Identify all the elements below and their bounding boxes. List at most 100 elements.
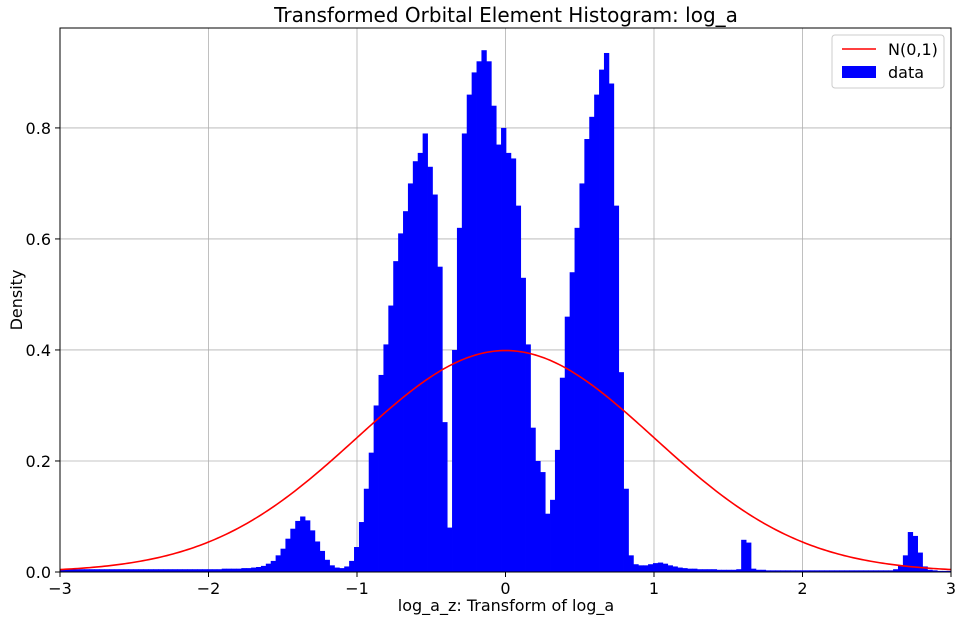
histogram-bar	[226, 568, 232, 572]
histogram-bar	[545, 513, 551, 572]
histogram-bar	[216, 569, 223, 572]
histogram-bar	[564, 316, 571, 572]
histogram-bar	[496, 144, 502, 573]
histogram-bar	[412, 161, 419, 572]
histogram-bar	[167, 569, 174, 572]
histogram-bar	[584, 139, 590, 573]
histogram-bar	[427, 166, 433, 572]
x-tick-label: 0	[500, 579, 510, 598]
chart-title: Transformed Orbital Element Histogram: l…	[273, 3, 738, 27]
histogram-bar	[652, 563, 659, 572]
histogram-bar	[113, 569, 120, 572]
legend-label-data: data	[888, 63, 924, 82]
histogram-bar	[755, 569, 762, 572]
histogram-bar	[64, 569, 71, 572]
histogram-bar	[799, 570, 806, 572]
histogram-bar	[692, 568, 698, 572]
histogram-bar	[946, 570, 952, 572]
x-axis-ticks: −3 −2 −1 0 1 2 3	[48, 572, 956, 598]
histogram-bar	[422, 133, 428, 572]
histogram-bar	[937, 570, 943, 572]
normal-pdf-line	[59, 349, 952, 571]
histogram-bar	[550, 499, 556, 572]
histogram-bar	[804, 570, 811, 572]
histogram-bar	[912, 535, 918, 572]
histogram-bar	[481, 50, 487, 572]
histogram-bar	[314, 541, 321, 572]
histogram-bar	[60, 569, 66, 572]
histogram-bar	[721, 569, 727, 572]
histogram-bar	[893, 569, 899, 572]
histogram-bar	[731, 569, 737, 572]
histogram-bar	[613, 205, 620, 572]
y-axis-ticks: 0.0 0.2 0.4 0.6 0.8	[26, 119, 60, 582]
histogram-bar	[118, 569, 125, 572]
histogram-bar	[407, 183, 414, 572]
histogram-bar	[486, 61, 492, 572]
histogram-bar	[143, 569, 149, 572]
histogram-bar	[873, 570, 879, 572]
legend: N(0,1) data	[831, 34, 945, 89]
histogram-bar	[638, 565, 644, 572]
histogram-bar	[765, 570, 771, 572]
histogram-bar	[138, 569, 144, 572]
histogram-bar	[393, 261, 399, 572]
histogram-bar	[922, 566, 928, 572]
histogram-bar	[667, 565, 673, 572]
histogram-bar	[716, 569, 722, 572]
histogram-bar	[530, 427, 536, 572]
x-tick-label: −2	[197, 579, 221, 598]
histogram-bar	[491, 105, 497, 572]
histogram-bar	[726, 569, 732, 572]
histogram-bar	[172, 569, 179, 572]
histogram-bar	[354, 547, 360, 572]
histogram-bar	[540, 472, 546, 572]
histogram-bar	[123, 569, 130, 572]
histogram-bar	[657, 562, 664, 572]
histogram-bar	[701, 569, 708, 572]
histogram-bar	[677, 567, 683, 572]
histogram-bar	[554, 449, 561, 572]
y-tick-label: 0.0	[26, 563, 51, 582]
histogram-bar	[202, 569, 208, 572]
histogram-bar	[844, 570, 850, 572]
histogram-bar	[618, 372, 624, 572]
histogram-bar	[746, 542, 752, 572]
histogram-bar	[329, 565, 335, 572]
histogram-bar	[432, 194, 438, 572]
histogram-bar	[574, 227, 580, 572]
histogram-bar	[363, 488, 370, 572]
histogram-bar	[456, 227, 463, 572]
histogram-bar	[104, 569, 110, 572]
histogram-bar	[687, 568, 693, 572]
histogram-bar	[358, 522, 365, 572]
histogram-bar	[711, 569, 718, 572]
histogram-bar	[256, 567, 262, 572]
histogram-bar	[192, 569, 198, 572]
histogram-bar	[324, 559, 330, 572]
histogram-bar	[608, 83, 615, 573]
y-tick-label: 0.4	[26, 341, 51, 360]
histogram-bar	[74, 569, 81, 572]
histogram-bar	[378, 374, 384, 572]
histogram-bar	[207, 569, 213, 572]
histogram-bar	[148, 569, 154, 572]
histogram-bar	[697, 569, 703, 572]
histogram-bar	[383, 344, 389, 572]
y-tick-label: 0.8	[26, 119, 51, 138]
histogram-bar	[417, 152, 424, 573]
histogram-bar	[878, 570, 884, 572]
histogram-bar	[260, 565, 267, 572]
histogram-bar	[290, 528, 296, 572]
histogram-bar	[94, 569, 100, 572]
histogram-bar	[942, 570, 948, 572]
histogram-bar	[569, 272, 575, 572]
histogram-bar	[834, 570, 840, 572]
histogram-bar	[829, 570, 835, 572]
histogram-bar	[280, 548, 286, 572]
histogram-bar	[89, 569, 95, 572]
histogram-bar	[648, 564, 654, 572]
histogram-bar	[927, 569, 933, 572]
histogram-bar	[795, 570, 801, 572]
histogram-bar	[888, 570, 894, 572]
